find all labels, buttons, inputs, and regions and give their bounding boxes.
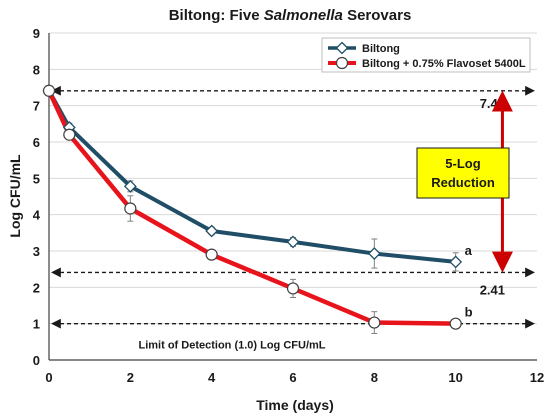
data-point-circle <box>286 282 300 295</box>
data-point-circle <box>63 128 76 141</box>
end-label: b <box>465 305 473 320</box>
data-point-diamond <box>449 255 463 269</box>
x-tick-label: 8 <box>371 370 378 385</box>
chart-title-prefix: Biltong: Five <box>169 7 264 24</box>
y-tick-label: 5 <box>33 171 40 186</box>
y-tick-label: 9 <box>33 26 40 41</box>
data-point-circle <box>449 317 462 330</box>
data-point-circle <box>205 248 218 261</box>
x-tick-label: 6 <box>289 370 296 385</box>
x-tick-label: 10 <box>448 370 462 385</box>
x-tick-label: 2 <box>127 370 134 385</box>
x-tick-label: 12 <box>530 370 544 385</box>
data-point-diamond <box>205 224 219 238</box>
y-tick-label: 2 <box>33 280 40 295</box>
legend-label: Biltong <box>362 43 400 55</box>
series-markers-1 <box>42 84 462 330</box>
data-point-circle <box>124 202 137 215</box>
chart-title-italic: Salmonella <box>264 7 343 24</box>
y-tick-label: 6 <box>33 135 40 150</box>
chart-title: Biltong: Five Salmonella Serovars <box>169 7 412 24</box>
series-line <box>47 89 456 264</box>
end-label: a <box>465 243 473 258</box>
data-point-diamond <box>123 179 137 193</box>
data-point-diamond <box>367 247 381 260</box>
legend-box <box>321 37 531 73</box>
series <box>42 84 463 334</box>
y-tick-label: 8 <box>33 62 40 77</box>
legend-label: Biltong + 0.75% Flavoset 5400L <box>362 58 526 70</box>
y-tick-label: 1 <box>33 317 40 332</box>
reference-label-bottom: 2.41 <box>480 282 505 297</box>
series-0 <box>47 89 459 272</box>
data-point-circle <box>42 84 56 97</box>
detection-limit-label: Limit of Detection (1.0) Log CFU/mL <box>139 340 326 352</box>
data-point-diamond <box>335 41 349 55</box>
series-1 <box>46 89 459 334</box>
series-line <box>46 89 456 326</box>
data-point-circle <box>368 316 381 329</box>
x-axis-label: Time (days) <box>256 397 334 413</box>
data-point-diamond <box>286 235 300 249</box>
y-tick-label: 4 <box>33 208 41 223</box>
reduction-box-line1: 5-Log <box>445 156 480 171</box>
y-tick-label: 0 <box>33 353 40 368</box>
y-axis-label: Log CFU/mL <box>7 154 23 238</box>
chart-title-suffix: Serovars <box>343 7 411 24</box>
x-tick-label: 4 <box>208 370 216 385</box>
reduction-box <box>416 147 510 199</box>
y-tick-label: 3 <box>33 244 40 259</box>
x-tick-label: 0 <box>45 370 52 385</box>
data-point-circle <box>335 56 349 70</box>
legend: Biltong Biltong + 0.75% Flavoset 5400L <box>321 37 531 73</box>
reduction-box-line2: Reduction <box>431 175 495 190</box>
y-tick-label: 7 <box>33 99 40 114</box>
